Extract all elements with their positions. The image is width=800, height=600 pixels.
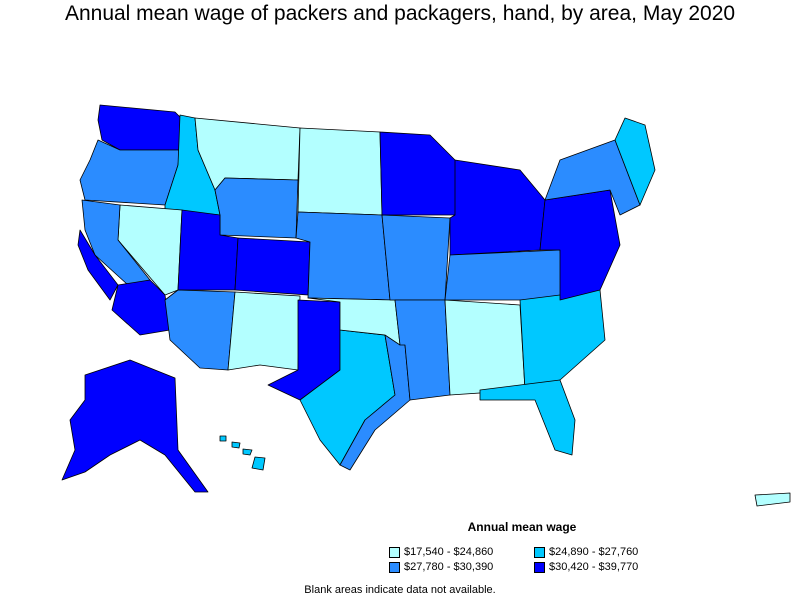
legend-label: $24,890 - $27,760 xyxy=(549,546,639,558)
legend-item: $24,890 - $27,760 xyxy=(534,546,638,558)
legend-item: $30,420 - $39,770 xyxy=(534,561,638,573)
region-nebraska-kansas[interactable]: Nebraska Kansas xyxy=(295,211,391,301)
legend-label: $17,540 - $24,860 xyxy=(404,546,494,558)
region-oregon[interactable]: Oregon xyxy=(79,139,181,206)
region-wyoming[interactable]: Wyoming xyxy=(214,177,299,239)
region-dakotas[interactable]: Dakotas xyxy=(297,127,383,216)
legend-item: $27,780 - $30,390 xyxy=(389,561,493,573)
legend-swatch xyxy=(534,561,545,573)
legend-title: Annual mean wage xyxy=(467,520,577,534)
legend-swatch xyxy=(389,561,400,573)
page-title: Annual mean wage of packers and packager… xyxy=(64,2,736,25)
legend-label: $30,420 - $39,770 xyxy=(549,561,639,573)
region-iowa-missouri[interactable]: Iowa Missouri xyxy=(381,214,451,301)
region-deep-south[interactable]: Deep South xyxy=(444,299,526,396)
region-pacific-northwest[interactable]: Pacific Northwest xyxy=(97,104,184,151)
region-maine[interactable]: Maine xyxy=(614,117,656,206)
region-colorado[interactable]: Colorado xyxy=(234,237,311,296)
region-hawaii[interactable]: Hawaii xyxy=(251,456,266,471)
legend-item: $17,540 - $24,860 xyxy=(389,546,493,558)
region-southeast[interactable]: Southeast xyxy=(519,289,606,391)
region-california-coast[interactable]: California Coast xyxy=(77,229,119,301)
legend-label: $27,780 - $30,390 xyxy=(404,561,494,573)
region-ohio-valley[interactable]: Ohio Valley xyxy=(444,249,566,301)
region-florida[interactable]: Florida xyxy=(479,379,576,456)
region-mid-atlantic[interactable]: Mid-Atlantic xyxy=(539,189,621,301)
legend-swatch xyxy=(389,546,400,558)
footnote: Blank areas indicate data not available. xyxy=(304,584,496,596)
region-puerto-rico[interactable]: Puerto Rico xyxy=(754,492,791,507)
region-minnesota-wisconsin[interactable]: Minnesota Wisconsin xyxy=(379,131,461,216)
region-great-lakes[interactable]: Great Lakes xyxy=(449,159,546,256)
region-hawaii-islands[interactable]: Hawaii xyxy=(219,435,253,456)
legend-swatch xyxy=(534,546,545,558)
region-arizona[interactable]: Arizona xyxy=(164,289,236,371)
region-alaska[interactable]: Alaska xyxy=(61,359,209,493)
region-new-mexico[interactable]: New Mexico xyxy=(227,291,301,371)
